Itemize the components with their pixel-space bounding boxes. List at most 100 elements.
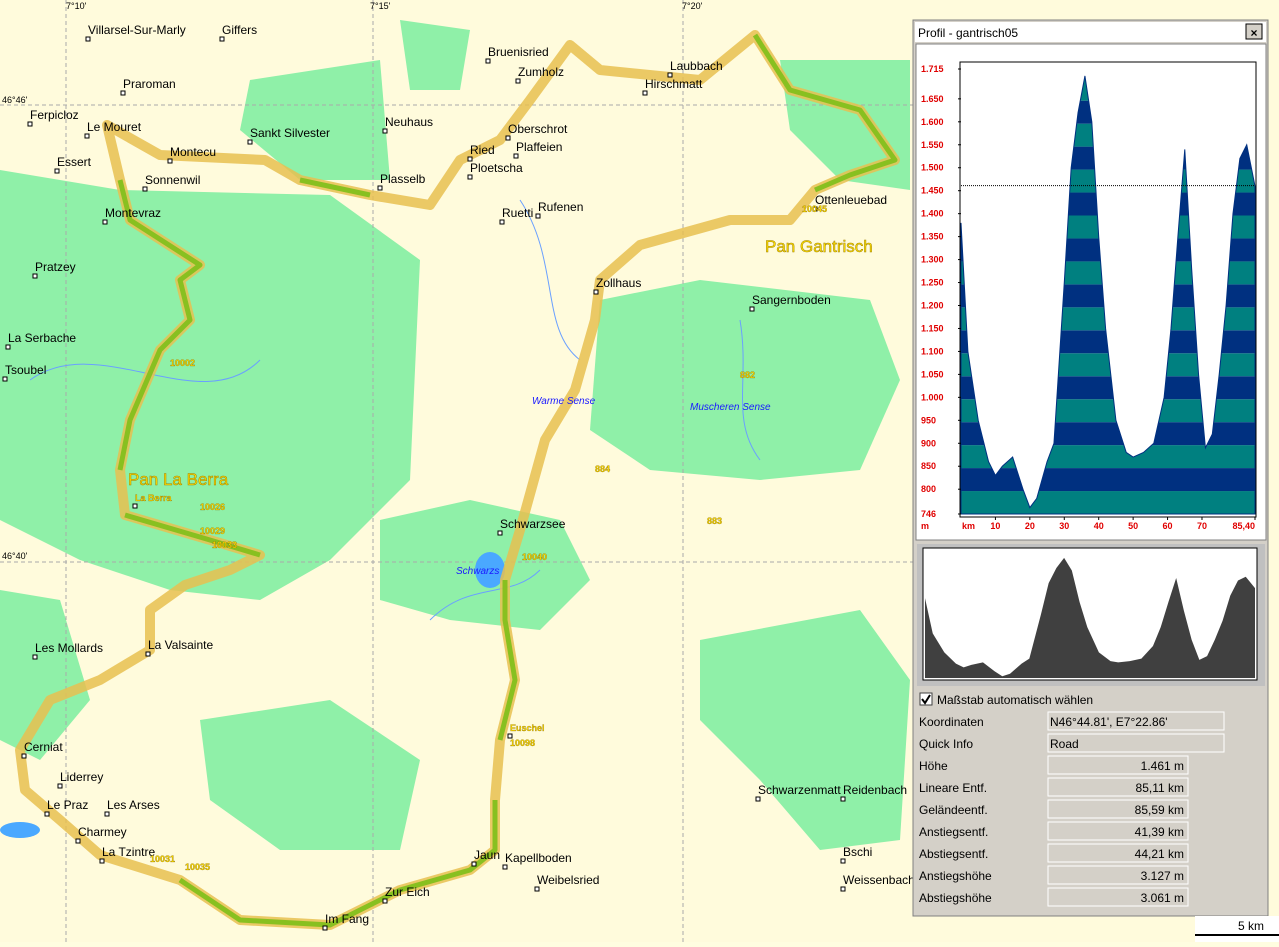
place-dot <box>167 158 173 164</box>
coordinate-label: 7°10' <box>66 1 87 11</box>
place-label: Giffers <box>222 23 257 37</box>
place-label: Kapellboden <box>505 851 572 865</box>
close-button[interactable] <box>1245 23 1263 40</box>
profile-area <box>960 75 1256 515</box>
place-label: Liderrey <box>60 770 103 784</box>
highlight-label: Pan La Berra <box>128 470 229 489</box>
place-dot <box>247 139 253 145</box>
y-tick-label: 1.050 <box>921 369 944 379</box>
route-number: 882 <box>740 370 755 380</box>
place-label: Ploetscha <box>470 161 523 175</box>
close-icon[interactable]: × <box>1250 26 1257 40</box>
place-label: La Tzintre <box>102 845 155 859</box>
route-number: 884 <box>595 464 610 474</box>
place-dot <box>104 811 110 817</box>
info-value: 85,11 km <box>1136 781 1184 795</box>
place-dot <box>535 213 541 219</box>
info-field <box>1047 755 1189 775</box>
info-label: Koordinaten <box>919 715 984 729</box>
place-label: Weissenbach <box>843 873 915 887</box>
y-tick-label: 1.500 <box>921 163 944 173</box>
info-label: Anstiegsentf. <box>919 825 988 839</box>
y-tick-label: 1.250 <box>921 278 944 288</box>
place-label: Zollhaus <box>596 276 641 290</box>
x-unit: km <box>962 521 975 531</box>
x-tick-label: 85,40 <box>1232 521 1255 531</box>
place-dot <box>749 306 755 312</box>
place-dot <box>145 651 151 657</box>
panel-title: Profil - gantrisch05 <box>918 26 1018 40</box>
x-tick-label: 10 <box>990 521 1000 531</box>
stripe <box>961 491 1255 514</box>
place-dot <box>32 654 38 660</box>
place-dot <box>497 530 503 536</box>
place-dot <box>322 925 328 931</box>
y-tick-label: 746 <box>921 509 936 519</box>
info-label: Anstiegshöhe <box>919 869 992 883</box>
scale-box <box>1195 916 1279 942</box>
route-number: 10026 <box>200 502 225 512</box>
y-tick-label: 1.715 <box>921 64 944 74</box>
route-number: 10029 <box>200 526 225 536</box>
info-value: 41,39 km <box>1135 825 1184 839</box>
x-tick-label: 30 <box>1059 521 1069 531</box>
place-dot <box>812 206 818 212</box>
info-value: 3.127 m <box>1141 869 1184 883</box>
place-label: Schwarzenmatt <box>758 783 841 797</box>
place-dot <box>471 861 477 867</box>
info-field <box>1047 799 1189 819</box>
place-label: Neuhaus <box>385 115 433 129</box>
y-tick-label: 1.650 <box>921 94 944 104</box>
coordinate-label: 7°20' <box>682 1 703 11</box>
place-dot <box>21 753 27 759</box>
place-label: Sankt Silvester <box>250 126 330 140</box>
place-dot <box>27 121 33 127</box>
info-value: N46°44.81', E7°22.86' <box>1050 715 1168 729</box>
y-tick-label: 1.450 <box>921 186 944 196</box>
checkbox-label[interactable]: Maßstab automatisch wählen <box>937 693 1093 707</box>
route-number: 10033 <box>212 540 237 550</box>
place-dot <box>467 174 473 180</box>
checkmark <box>921 694 931 705</box>
place-dot <box>502 864 508 870</box>
info-label: Quick Info <box>919 737 973 751</box>
place-label: Charmey <box>78 825 127 839</box>
info-value: 1.461 m <box>1141 759 1184 773</box>
map-grid <box>0 0 913 942</box>
place-label: Plasselb <box>380 172 426 186</box>
place-dot <box>513 153 519 159</box>
place-label: La Serbache <box>8 331 76 345</box>
info-label: Abstiegshöhe <box>919 891 992 905</box>
route-number: 883 <box>707 516 722 526</box>
info-value: 3.061 m <box>1141 891 1184 905</box>
place-dot <box>44 811 50 817</box>
place-label: Villarsel-Sur-Marly <box>88 23 186 37</box>
y-tick-label: 1.550 <box>921 140 944 150</box>
info-value: 44,21 km <box>1135 847 1184 861</box>
info-value: 85,59 km <box>1135 803 1184 817</box>
place-dot <box>102 219 108 225</box>
place-dot <box>120 90 126 96</box>
x-tick-label: 20 <box>1025 521 1035 531</box>
place-dot <box>593 289 599 295</box>
info-field <box>1047 733 1225 753</box>
place-dot <box>85 36 91 42</box>
place-dot <box>507 733 513 739</box>
highlight-label: Pan Gantrisch <box>765 237 873 256</box>
place-label: La Valsainte <box>148 638 213 652</box>
info-field <box>1047 821 1189 841</box>
x-tick-label: 50 <box>1128 521 1138 531</box>
place-dot <box>377 185 383 191</box>
place-label: Les Mollards <box>35 641 103 655</box>
y-tick-label: 1.400 <box>921 209 944 219</box>
coordinate-label: 46°46' <box>2 95 28 105</box>
place-dot <box>219 36 225 42</box>
place-label: Bruenisried <box>488 45 549 59</box>
place-dot <box>382 898 388 904</box>
x-tick-label: 70 <box>1197 521 1207 531</box>
place-label: Hirschmatt <box>645 77 703 91</box>
y-tick-label: 850 <box>921 461 936 471</box>
place-label: Les Arses <box>107 798 160 812</box>
place-label: Sangernboden <box>752 293 831 307</box>
x-tick-label: 60 <box>1163 521 1173 531</box>
